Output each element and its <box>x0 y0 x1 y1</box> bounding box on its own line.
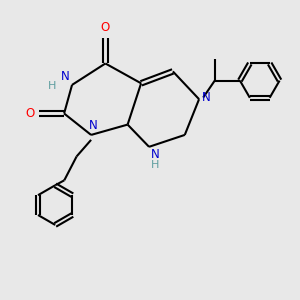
Text: N: N <box>61 70 70 83</box>
Text: O: O <box>101 21 110 34</box>
Text: N: N <box>202 91 211 103</box>
Text: H: H <box>48 81 56 91</box>
Text: N: N <box>89 118 98 132</box>
Text: O: O <box>25 107 34 120</box>
Text: N: N <box>151 148 160 161</box>
Text: H: H <box>151 160 160 170</box>
